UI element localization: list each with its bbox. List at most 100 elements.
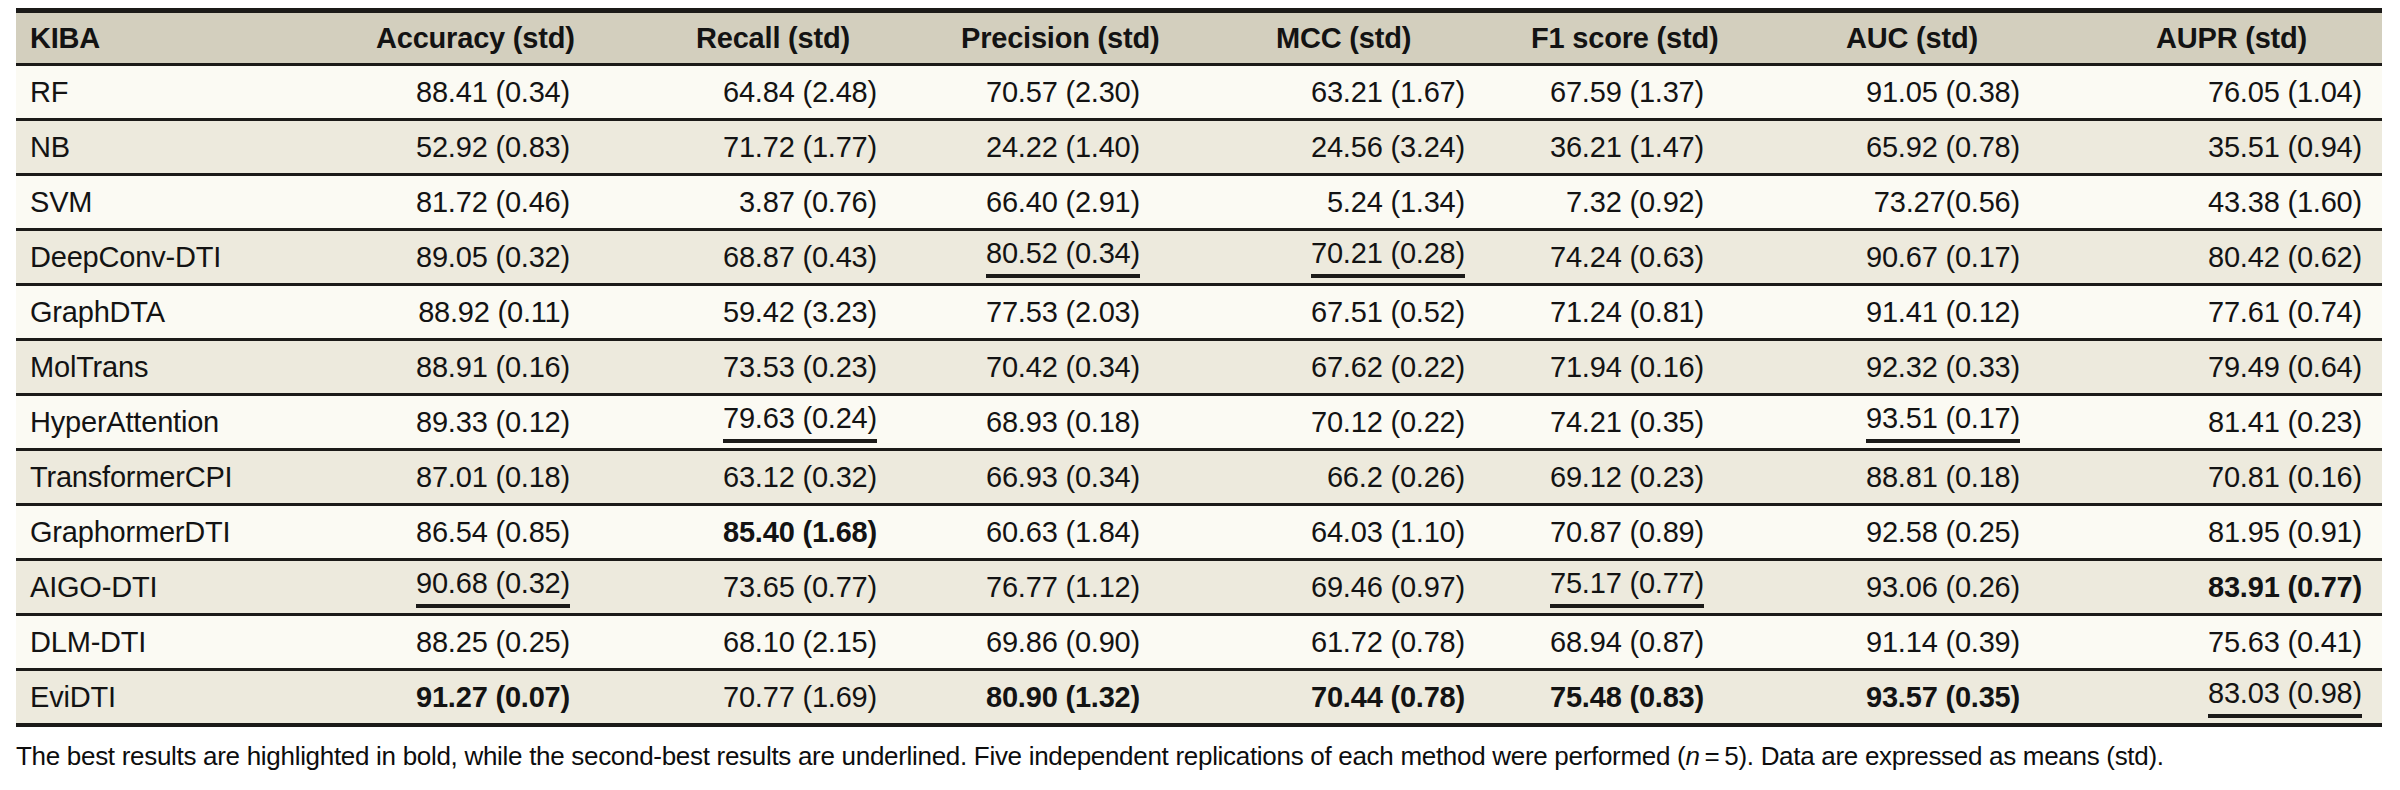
metric-cell: 90.67 (0.17) [1840, 230, 2150, 285]
column-header-f1: F1 score (std) [1525, 11, 1840, 65]
column-header-dataset: KIBA [16, 11, 370, 65]
method-name-cell: RF [16, 65, 370, 120]
metric-cell: 85.40 (1.68) [690, 505, 955, 560]
metric-cell: 70.44 (0.78) [1270, 670, 1525, 726]
metric-value: 74.21 (0.35) [1550, 406, 1704, 439]
metric-value: 80.42 (0.62) [2208, 241, 2362, 274]
table-row: TransformerCPI 87.01 (0.18) 63.12 (0.32)… [16, 450, 2382, 505]
metric-value: 93.06 (0.26) [1866, 571, 2020, 604]
column-header-precision: Precision (std) [955, 11, 1270, 65]
metric-value: 92.32 (0.33) [1866, 351, 2020, 384]
metric-value: 92.58 (0.25) [1866, 516, 2020, 549]
metric-value: 3.87 (0.76) [739, 186, 877, 219]
metric-cell: 88.81 (0.18) [1840, 450, 2150, 505]
metric-value: 91.27 (0.07) [416, 681, 570, 714]
table-row: GraphormerDTI 86.54 (0.85) 85.40 (1.68) … [16, 505, 2382, 560]
column-header-auc: AUC (std) [1840, 11, 2150, 65]
metric-value: 90.68 (0.32) [416, 567, 570, 608]
metric-cell: 73.27(0.56) [1840, 175, 2150, 230]
metric-value: 81.72 (0.46) [416, 186, 570, 219]
metric-value: 70.42 (0.34) [986, 351, 1140, 384]
metric-value: 61.72 (0.78) [1311, 626, 1465, 659]
metric-cell: 88.92 (0.11) [370, 285, 690, 340]
method-name-cell: HyperAttention [16, 395, 370, 450]
metric-cell: 75.48 (0.83) [1525, 670, 1840, 726]
metric-cell: 24.56 (3.24) [1270, 120, 1525, 175]
metric-value: 69.86 (0.90) [986, 626, 1140, 659]
header-row: KIBA Accuracy (std) Recall (std) Precisi… [16, 11, 2382, 65]
metric-cell: 73.53 (0.23) [690, 340, 955, 395]
metric-value: 63.21 (1.67) [1311, 76, 1465, 109]
metric-cell: 75.63 (0.41) [2150, 615, 2382, 670]
metric-value: 63.12 (0.32) [723, 461, 877, 494]
metric-cell: 93.51 (0.17) [1840, 395, 2150, 450]
metric-value: 67.51 (0.52) [1311, 296, 1465, 329]
table-row: DeepConv-DTI 89.05 (0.32) 68.87 (0.43) 8… [16, 230, 2382, 285]
metric-cell: 74.21 (0.35) [1525, 395, 1840, 450]
metric-value: 85.40 (1.68) [723, 516, 877, 549]
table-row: EviDTI 91.27 (0.07) 70.77 (1.69) 80.90 (… [16, 670, 2382, 726]
metric-cell: 71.94 (0.16) [1525, 340, 1840, 395]
metric-value: 77.53 (2.03) [986, 296, 1140, 329]
metric-value: 87.01 (0.18) [416, 461, 570, 494]
method-name-cell: EviDTI [16, 670, 370, 726]
metric-cell: 79.63 (0.24) [690, 395, 955, 450]
metric-value: 80.90 (1.32) [986, 681, 1140, 714]
method-name-cell: TransformerCPI [16, 450, 370, 505]
metric-cell: 91.14 (0.39) [1840, 615, 2150, 670]
metric-value: 79.63 (0.24) [723, 402, 877, 443]
metric-cell: 68.94 (0.87) [1525, 615, 1840, 670]
table-row: RF 88.41 (0.34) 64.84 (2.48) 70.57 (2.30… [16, 65, 2382, 120]
metric-value: 88.81 (0.18) [1866, 461, 2020, 494]
metric-value: 64.84 (2.48) [723, 76, 877, 109]
metric-value: 66.40 (2.91) [986, 186, 1140, 219]
metric-cell: 70.87 (0.89) [1525, 505, 1840, 560]
metric-value: 88.41 (0.34) [416, 76, 570, 109]
metric-cell: 93.06 (0.26) [1840, 560, 2150, 615]
metric-value: 71.94 (0.16) [1550, 351, 1704, 384]
metric-value: 76.77 (1.12) [986, 571, 1140, 604]
metric-value: 64.03 (1.10) [1311, 516, 1465, 549]
metric-cell: 88.25 (0.25) [370, 615, 690, 670]
metric-cell: 70.77 (1.69) [690, 670, 955, 726]
metric-cell: 65.92 (0.78) [1840, 120, 2150, 175]
metric-cell: 76.05 (1.04) [2150, 65, 2382, 120]
metric-value: 71.72 (1.77) [723, 131, 877, 164]
metric-value: 71.24 (0.81) [1550, 296, 1704, 329]
method-name-cell: MolTrans [16, 340, 370, 395]
metric-value: 81.41 (0.23) [2208, 406, 2362, 439]
metric-cell: 66.40 (2.91) [955, 175, 1270, 230]
metric-value: 83.03 (0.98) [2208, 677, 2362, 718]
column-header-aupr: AUPR (std) [2150, 11, 2382, 65]
metric-value: 93.57 (0.35) [1866, 681, 2020, 714]
metric-value: 69.46 (0.97) [1311, 571, 1465, 604]
metric-cell: 67.62 (0.22) [1270, 340, 1525, 395]
metric-cell: 3.87 (0.76) [690, 175, 955, 230]
metric-cell: 7.32 (0.92) [1525, 175, 1840, 230]
metric-value: 65.92 (0.78) [1866, 131, 2020, 164]
metric-value: 67.59 (1.37) [1550, 76, 1704, 109]
metric-cell: 73.65 (0.77) [690, 560, 955, 615]
metric-value: 68.10 (2.15) [723, 626, 877, 659]
metric-cell: 70.81 (0.16) [2150, 450, 2382, 505]
metric-value: 68.94 (0.87) [1550, 626, 1704, 659]
footnote-text: The best results are highlighted in bold… [16, 741, 1685, 771]
metric-cell: 80.90 (1.32) [955, 670, 1270, 726]
metric-value: 75.17 (0.77) [1550, 567, 1704, 608]
metric-value: 69.12 (0.23) [1550, 461, 1704, 494]
metric-value: 7.32 (0.92) [1566, 186, 1704, 219]
metric-value: 91.14 (0.39) [1866, 626, 2020, 659]
metric-cell: 60.63 (1.84) [955, 505, 1270, 560]
metric-cell: 91.27 (0.07) [370, 670, 690, 726]
metric-cell: 90.68 (0.32) [370, 560, 690, 615]
metric-cell: 70.42 (0.34) [955, 340, 1270, 395]
metric-cell: 5.24 (1.34) [1270, 175, 1525, 230]
metric-cell: 77.53 (2.03) [955, 285, 1270, 340]
metric-cell: 68.87 (0.43) [690, 230, 955, 285]
metric-value: 70.77 (1.69) [723, 681, 877, 714]
metric-value: 80.52 (0.34) [986, 237, 1140, 278]
metric-value: 70.12 (0.22) [1311, 406, 1465, 439]
metric-cell: 67.59 (1.37) [1525, 65, 1840, 120]
table-row: DLM-DTI 88.25 (0.25) 68.10 (2.15) 69.86 … [16, 615, 2382, 670]
metric-value: 91.41 (0.12) [1866, 296, 2020, 329]
